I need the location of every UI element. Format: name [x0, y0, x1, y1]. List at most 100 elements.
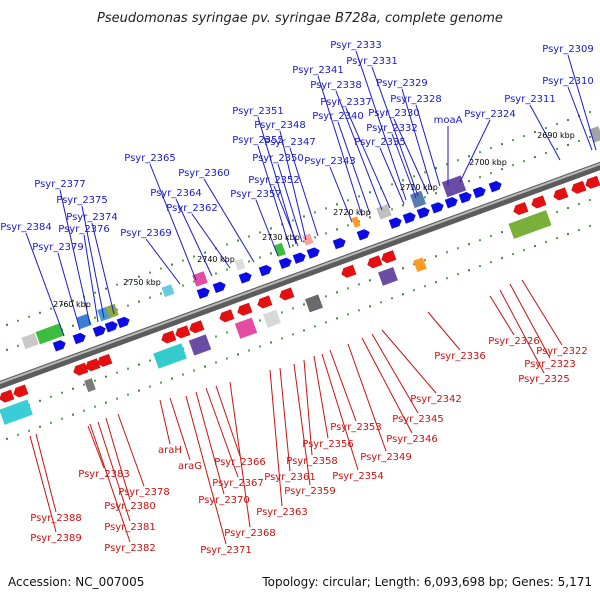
track-guide-dot [556, 148, 558, 151]
gene-label-psyr-2338: Psyr_2338 [310, 80, 362, 91]
track-guide-dot [567, 119, 569, 122]
gene-label-psyr-2359: Psyr_2359 [284, 486, 336, 497]
track-guide-dot [512, 164, 514, 167]
track-guide-dot [72, 413, 74, 416]
track-guide-dot [215, 272, 217, 275]
track-guide-dot [292, 219, 294, 222]
reverse-gene-arrow [381, 249, 397, 264]
gene-label-psyr-2332: Psyr_2332 [366, 123, 418, 134]
track-guide-dot [512, 139, 514, 142]
gene-label-psyr-2335: Psyr_2335 [354, 137, 406, 148]
forward-gene-arrow [332, 237, 346, 250]
leader-line-psyr-2370 [195, 391, 225, 495]
track-guide-dot [424, 196, 426, 199]
track-guide-dot [413, 175, 415, 178]
track-guide-dot [116, 308, 118, 311]
leader-line-psyr-2309 [567, 54, 597, 151]
gene-label-psyr-2360: Psyr_2360 [178, 168, 230, 179]
track-guide-dot [314, 236, 316, 239]
gene-label-psyr-2377: Psyr_2377 [34, 179, 86, 190]
track-guide-dot [490, 147, 492, 150]
track-guide-dot [292, 333, 294, 336]
forward-gene-arrow [278, 257, 292, 270]
feature-block [302, 233, 314, 246]
track-guide-dot [226, 331, 228, 334]
scale-tick-label: 2760 kbp [53, 300, 91, 309]
gene-label-psyr-2388: Psyr_2388 [30, 513, 82, 524]
gene-label-psyr-2311: Psyr_2311 [504, 94, 556, 105]
gene-label-psyr-2384: Psyr_2384 [0, 222, 52, 233]
feature-block [76, 313, 92, 330]
track-guide-dot [435, 167, 437, 170]
feature-block [188, 334, 212, 356]
track-guide-dot [479, 176, 481, 179]
track-guide-dot [259, 231, 261, 234]
gene-label-psyr-2355: Psyr_2355 [232, 135, 284, 146]
track-guide-dot [589, 111, 591, 114]
track-guide-dot [468, 155, 470, 158]
gene-label-psyr-2345: Psyr_2345 [392, 414, 444, 425]
track-guide-dot [457, 247, 459, 250]
track-guide-dot [325, 321, 327, 324]
track-guide-dot [226, 243, 228, 246]
gene-label-psyr-2323: Psyr_2323 [524, 359, 576, 370]
track-guide-dot [358, 220, 360, 223]
gene-features [0, 126, 600, 425]
leader-line-arah [159, 399, 171, 445]
track-guide-dot [402, 267, 404, 270]
track-guide-dot [391, 183, 393, 186]
leader-line-psyr-2336 [427, 311, 461, 351]
track-guide-dot [127, 393, 129, 396]
forward-gene-arrow [416, 207, 430, 219]
track-guide-dot [160, 267, 162, 270]
leader-line-psyr-2328 [415, 104, 441, 187]
gene-label-psyr-2358: Psyr_2358 [286, 456, 338, 467]
leader-line-psyr-2384 [25, 232, 65, 337]
track-guide-dot [347, 313, 349, 316]
gene-label-psyr-2350: Psyr_2350 [252, 153, 304, 164]
feature-block [84, 378, 96, 393]
track-guide-dot [105, 401, 107, 404]
reverse-gene-arrow [531, 195, 547, 209]
track-guide-dot [281, 337, 283, 340]
track-guide-dot [413, 263, 415, 266]
scale-tick-label: 2750 kbp [123, 278, 161, 287]
reverse-gene-arrow [553, 187, 569, 201]
track-guide-dot [259, 319, 261, 322]
leader-line-psyr-2341 [317, 75, 363, 217]
leader-line-psyr-2363 [269, 369, 283, 507]
gene-label-psyr-2363: Psyr_2363 [256, 507, 308, 518]
gene-label-psyr-2348: Psyr_2348 [254, 120, 306, 131]
track-guide-dot [72, 299, 74, 302]
feature-block [192, 271, 208, 287]
scale-tick-label: 2690 kbp [537, 131, 575, 140]
track-guide-dot [402, 204, 404, 207]
gene-label-psyr-2352: Psyr_2352 [248, 175, 300, 186]
track-guide-dot [347, 224, 349, 227]
leader-line-psyr-2368 [229, 381, 251, 528]
track-guide-dot [50, 421, 52, 424]
track-guide-dot [556, 211, 558, 214]
leader-line-psyr-2350 [277, 163, 303, 243]
gene-label-psyr-2337: Psyr_2337 [320, 97, 372, 108]
track-guide-dot [248, 235, 250, 238]
track-guide-dot [72, 387, 74, 390]
leader-line-psyr-2362 [191, 213, 231, 269]
leader-line-psyr-2376 [83, 234, 99, 323]
track-guide-dot [534, 245, 536, 248]
track-guide-dot [369, 305, 371, 308]
track-guide-dot [589, 136, 591, 139]
leader-line-psyr-2382 [89, 423, 131, 543]
track-guide-dot [490, 261, 492, 264]
track-guide-dot [534, 131, 536, 134]
leader-line-psyr-2310 [567, 86, 593, 151]
track-guide-dot [336, 228, 338, 231]
track-guide-dot [6, 437, 8, 440]
track-guide-dot [116, 397, 118, 400]
track-guide-dot [336, 203, 338, 206]
feature-block [508, 210, 552, 239]
gene-label-psyr-2381: Psyr_2381 [104, 522, 156, 533]
track-guide-dot [424, 171, 426, 174]
track-guide-dot [292, 307, 294, 310]
